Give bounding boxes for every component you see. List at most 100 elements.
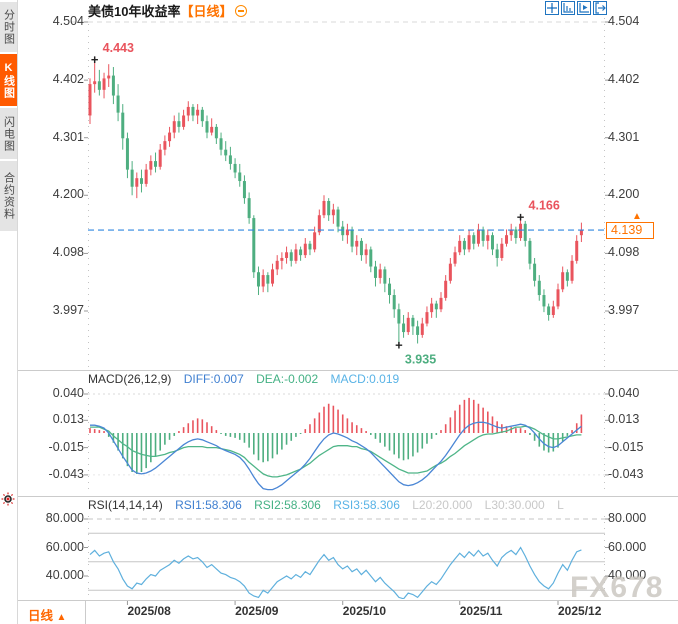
candle-body [542, 295, 546, 307]
candle-body [523, 223, 527, 241]
candle-body [327, 200, 331, 216]
sidebar-tab-contract-info[interactable]: 合约资料 [0, 161, 17, 231]
candle-body [285, 252, 289, 258]
candle-body [317, 215, 321, 233]
candle-body [191, 106, 195, 116]
candle-body [121, 112, 125, 139]
rsi-y-axis-label: 40.000 [608, 568, 647, 582]
candle-body [565, 272, 569, 281]
candle-body [336, 209, 340, 227]
axis-play-icon[interactable] [577, 1, 591, 15]
candle-body [462, 240, 466, 250]
sidebar-tab-timeline[interactable]: 分时图 [0, 2, 17, 52]
rsi-y-axis-label: 60.000 [45, 539, 84, 554]
candle-body [111, 75, 115, 96]
candle-body [266, 275, 270, 284]
candle-body [547, 306, 551, 315]
main-y-axis-label: 4.200 [608, 187, 640, 202]
main-y-axis-label: 4.098 [608, 245, 640, 260]
panel-divider[interactable] [17, 496, 678, 497]
candle-body [430, 303, 434, 313]
panel-divider[interactable] [17, 370, 678, 371]
candle-body [453, 252, 457, 264]
candle-body [299, 249, 303, 256]
x-axis-line [17, 600, 678, 601]
footer-period-selector[interactable]: 日线 ▲ [28, 605, 66, 624]
candle-body [439, 297, 443, 310]
candle-body [210, 126, 214, 133]
candle-body [373, 266, 377, 278]
candle-body [350, 229, 354, 247]
candle-body [331, 209, 335, 216]
candle-body [476, 229, 480, 244]
rsi-l20-readout: L20:20.000 [412, 498, 473, 512]
candle-body [406, 317, 410, 333]
main-y-axis-label: 4.200 [52, 187, 84, 202]
main-y-axis-label: 4.098 [52, 245, 84, 260]
candle-body [233, 163, 237, 173]
candle-body [289, 252, 293, 261]
candle-body [275, 260, 279, 270]
candle-body [177, 121, 181, 127]
candle-body [505, 235, 509, 244]
period-tag: 【日线】 [180, 4, 233, 19]
crosshair-icon[interactable] [545, 1, 559, 15]
instrument-name: 美债10年收益率 [88, 4, 181, 19]
candle-body [154, 161, 158, 167]
sun-icon[interactable] [1, 492, 15, 511]
candle-body [107, 75, 111, 79]
main-y-axis-label: 4.504 [52, 14, 84, 28]
macd-y-axis-label: 0.013 [608, 412, 640, 427]
candle-body [537, 280, 541, 296]
rsi2-readout: RSI2:58.306 [254, 498, 321, 512]
candle-body [242, 181, 246, 199]
candle-body [392, 295, 396, 310]
main-y-axis-label: 3.997 [52, 302, 84, 317]
candle-body [425, 312, 429, 324]
macd-y-axis-label: 0.013 [52, 412, 84, 427]
candle-body [514, 229, 518, 239]
sidebar-tab-label: 合约资料 [2, 172, 15, 220]
candle-body [238, 172, 242, 182]
minus-circle-icon[interactable] [235, 5, 248, 17]
candle-body [247, 198, 251, 219]
sidebar: 分时图 K线图 闪电图 合约资料 [0, 0, 18, 624]
candle-body [219, 138, 223, 150]
candle-body [383, 269, 387, 284]
candle-body [125, 138, 129, 170]
candle-body [163, 141, 167, 150]
candle-body [256, 272, 260, 287]
macd-title: MACD(26,12,9) [88, 372, 172, 386]
candle-body [561, 272, 565, 290]
macd-y-axis-label: 0.040 [52, 386, 84, 400]
candle-body [200, 109, 204, 122]
sidebar-tab-lightning[interactable]: 闪电图 [0, 108, 17, 159]
footer-period-label: 日线 [28, 609, 54, 623]
price-annotation: 4.166 [529, 199, 560, 213]
candle-body [139, 178, 143, 184]
macd-y-axis-label: -0.043 [608, 466, 644, 481]
price-annotation: 3.935 [405, 352, 436, 366]
candle-body [280, 257, 284, 261]
candle-body [481, 229, 485, 241]
sidebar-tab-label: 闪电图 [2, 115, 15, 152]
main-y-axis-label: 4.301 [52, 129, 84, 144]
candle-body [402, 323, 406, 333]
candlestick-series [88, 56, 583, 347]
candle-body [224, 149, 228, 156]
sidebar-tab-kline[interactable]: K线图 [0, 54, 17, 106]
macd-y-axis-label: -0.043 [48, 466, 84, 481]
candle-body [434, 303, 438, 310]
axis-scale-icon[interactable] [561, 1, 575, 15]
main-y-axis-label: 3.997 [608, 302, 640, 317]
x-axis-label: 2025/11 [459, 604, 503, 618]
macd-y-axis-label: -0.015 [48, 439, 84, 454]
macd-diff-readout: DIFF:0.007 [183, 372, 244, 386]
candle-body [570, 260, 574, 281]
candle-body [261, 275, 265, 287]
candle-body [322, 200, 326, 216]
rsi-title: RSI(14,14,14) [88, 498, 163, 512]
exit-chart-icon[interactable] [593, 1, 607, 15]
candle-body [345, 229, 349, 236]
